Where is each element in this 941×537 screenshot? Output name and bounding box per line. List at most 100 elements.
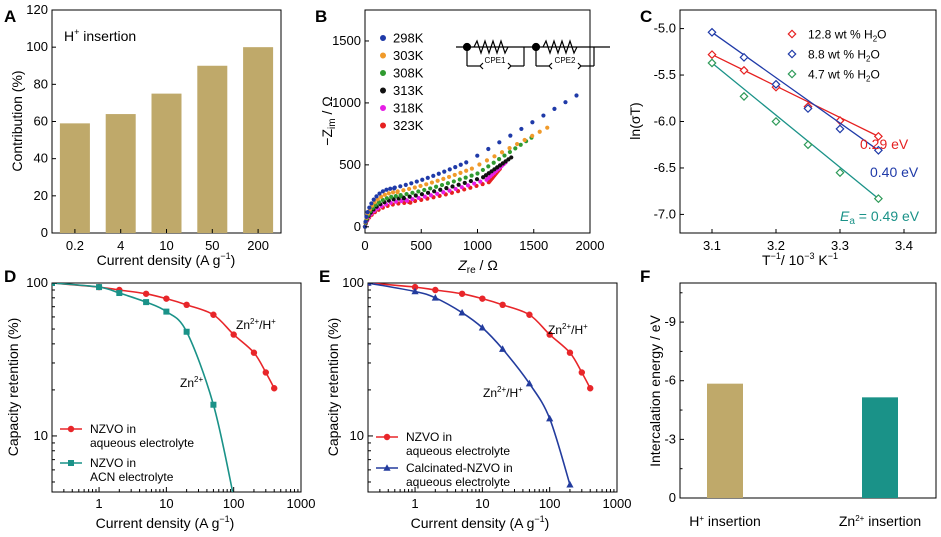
point-298K [436, 171, 441, 176]
point-298K [392, 185, 397, 190]
point-298K [458, 162, 463, 167]
panel-f-bars [707, 383, 898, 498]
x-tick-label: 2000 [576, 238, 605, 253]
legend-marker-298K [380, 35, 386, 41]
point-308K [457, 177, 462, 182]
panel-f-frame [679, 282, 937, 499]
marker-circle [458, 290, 466, 297]
point-308K [393, 193, 398, 199]
legend-label: 12.8 wt % H2O [808, 28, 887, 44]
x-tick-label: 1000 [463, 238, 492, 253]
panel-b-legend: 298K 303K 308K 313K 318K 323K [380, 31, 424, 133]
marker-square [183, 328, 190, 335]
clipped-series [52, 283, 278, 492]
point-303K [446, 174, 452, 180]
point-303K [382, 192, 387, 197]
marker-circle [210, 311, 217, 318]
marker-circle [479, 295, 486, 302]
legend-label: NZVO in [90, 422, 136, 436]
y-tick-label: 0 [41, 225, 48, 240]
panel-f-label: F [640, 267, 650, 286]
marker-circle [271, 385, 278, 392]
x-tick-label: 1500 [519, 238, 548, 253]
circuit-diagram [456, 39, 610, 70]
panel-b-points [362, 93, 579, 229]
y-tick-label: -6.0 [654, 114, 676, 129]
legend-label-line2: aqueous electrolyte [90, 436, 194, 450]
panel-b-y-ticks: 0 500 1000 1500 [332, 33, 369, 234]
point-diamond [835, 124, 845, 134]
point-303K [407, 186, 412, 192]
panel-e-ann-red: Zn2+/H+ [548, 322, 588, 337]
x-tick-label: 1 [411, 496, 418, 511]
panel-a-ylabel: Contribution (%) [9, 70, 25, 171]
panel-f: F 0 -3 -6 -9 H+ insertion Zn2+ insertion Int… [640, 267, 937, 529]
point-313K [474, 177, 480, 182]
y-tick-label: 1000 [332, 95, 361, 110]
panel-d-ylabel: Capacity retention (%) [5, 318, 21, 457]
point-298K [431, 173, 436, 178]
point-318K [428, 193, 434, 198]
fit-line [711, 31, 879, 151]
marker-circle [67, 425, 75, 433]
legend-label: 8.8 wt % H2O [808, 48, 880, 64]
point-303K [515, 141, 520, 147]
point-313K [468, 178, 473, 184]
panel-e-xlabel: Current density (A g−1) [411, 514, 550, 531]
point-298K [425, 175, 430, 180]
x-category-label: H+ insertion [689, 513, 761, 529]
point-298K [447, 167, 452, 172]
clipped-series [368, 283, 594, 488]
point-308K [469, 173, 474, 178]
point-308K [497, 157, 502, 162]
panel-b-ylabel: −Zim / Ω [319, 96, 338, 145]
point-298K [388, 186, 393, 191]
point-313K [438, 187, 443, 192]
point-318K [465, 183, 471, 188]
point-diamond [835, 168, 845, 178]
y-tick-label: 20 [34, 188, 48, 203]
panel-b-x-ticks: 0 500 1000 1500 2000 [361, 229, 604, 253]
panel-e-ann-blue: Zn2+/H+ [483, 385, 523, 400]
point-313K [456, 182, 461, 187]
panel-a-x-ticks: 0.2 4 10 50 200 [66, 229, 269, 253]
point-318K [422, 194, 427, 199]
x-tick-label: 1000 [603, 496, 632, 511]
panel-b: B 0 500 1000 1500 0 500 1000 1500 2000 298K 303K… [315, 7, 610, 276]
point-318K [447, 188, 452, 193]
panel-b-xlabel: Zre / Ω [457, 257, 498, 276]
panel-a-annotation: H+ insertion [64, 27, 136, 44]
bar-4 [105, 114, 136, 233]
point-diamond [739, 52, 749, 62]
marker-circle [262, 369, 270, 376]
point-298K [442, 169, 447, 174]
legend-marker-313K [380, 87, 386, 94]
x-tick-label: 1 [95, 496, 102, 511]
legend-label-line2: ACN electrolyte [90, 470, 174, 484]
marker-triangle [525, 379, 534, 387]
panel-c-frame [679, 9, 937, 234]
y-tick-label: 100 [342, 275, 364, 290]
x-tick-label: 200 [247, 238, 269, 253]
marker-triangle [499, 345, 507, 352]
point-298K [384, 187, 389, 192]
marker-circle [163, 295, 170, 302]
point-diamond [739, 65, 749, 75]
point-298K [486, 146, 491, 152]
panel-e-label: E [319, 267, 330, 286]
marker-square [52, 283, 55, 286]
y-tick-label: 100 [26, 39, 48, 54]
y-tick-label: 10 [34, 428, 48, 443]
marker-circle [383, 433, 391, 441]
marker-triangle [431, 294, 439, 301]
point-313K [432, 189, 437, 194]
legend-label-303K: 303K [393, 48, 424, 63]
point-diamond [739, 91, 749, 101]
marker-square [68, 460, 74, 466]
point-303K [464, 168, 469, 173]
point-303K [545, 125, 550, 130]
point-diamond [707, 27, 717, 37]
x-tick-label: 0.2 [66, 238, 84, 253]
point-308K [451, 179, 456, 184]
